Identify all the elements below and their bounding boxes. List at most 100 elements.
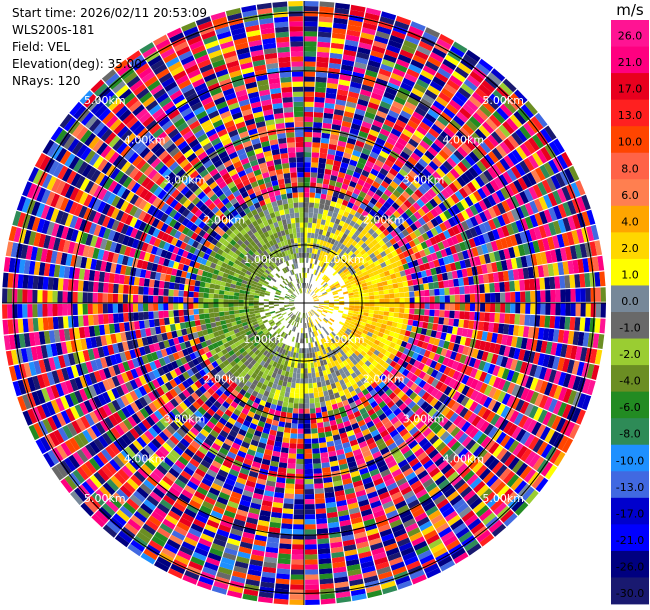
velocity-gate — [421, 154, 432, 165]
velocity-gate — [524, 451, 537, 465]
velocity-gate — [478, 125, 491, 138]
velocity-gate — [456, 269, 463, 278]
velocity-gate — [363, 245, 371, 253]
velocity-gate — [443, 229, 451, 239]
velocity-gate — [382, 285, 389, 291]
velocity-gate — [393, 420, 403, 429]
velocity-gate — [371, 333, 378, 340]
velocity-gate — [361, 186, 369, 194]
velocity-gate — [391, 262, 398, 269]
velocity-gate — [390, 230, 398, 238]
velocity-gate — [363, 143, 373, 151]
velocity-gate — [490, 293, 496, 303]
velocity-gate — [556, 234, 565, 248]
velocity-gate — [388, 288, 395, 294]
velocity-gate — [552, 356, 560, 370]
velocity-gate — [443, 486, 456, 498]
velocity-gate — [434, 475, 447, 486]
velocity-gate — [580, 303, 586, 317]
velocity-gate — [453, 164, 464, 176]
velocity-gate — [323, 317, 329, 322]
velocity-gate — [439, 310, 445, 318]
velocity-gate — [505, 236, 513, 248]
velocity-gate — [459, 241, 467, 251]
velocity-gate — [462, 123, 475, 136]
velocity-gate — [414, 308, 420, 315]
velocity-gate — [369, 346, 376, 353]
velocity-gate — [484, 312, 490, 322]
velocity-gate — [310, 167, 318, 173]
velocity-gate — [402, 406, 411, 415]
velocity-gate — [368, 272, 375, 278]
velocity-gate — [529, 314, 536, 327]
velocity-gate — [345, 248, 351, 255]
velocity-gate — [332, 290, 338, 294]
velocity-gate — [431, 378, 440, 388]
velocity-gate — [405, 173, 415, 183]
velocity-gate — [456, 212, 466, 223]
velocity-gate — [329, 52, 343, 60]
velocity-gate — [446, 398, 456, 409]
velocity-gate — [520, 448, 532, 462]
velocity-gate — [415, 433, 426, 444]
velocity-gate — [442, 448, 454, 460]
velocity-gate — [310, 172, 318, 178]
velocity-gate — [310, 232, 315, 239]
velocity-gate — [544, 277, 551, 290]
velocity-gate — [314, 96, 325, 103]
velocity-gate — [565, 289, 571, 302]
velocity-gate — [377, 314, 384, 320]
velocity-gate — [421, 414, 432, 424]
velocity-gate — [351, 240, 358, 247]
velocity-gate — [514, 193, 525, 206]
velocity-gate — [551, 415, 562, 430]
velocity-gate — [474, 380, 484, 392]
velocity-gate — [308, 217, 313, 223]
velocity-gate — [329, 232, 335, 239]
velocity-gate — [361, 258, 368, 265]
velocity-gate — [311, 253, 315, 259]
velocity-gate — [550, 342, 558, 356]
velocity-gate — [414, 346, 422, 354]
velocity-gate — [385, 275, 392, 281]
velocity-gate — [465, 439, 477, 451]
velocity-gate — [394, 63, 408, 73]
velocity-gate — [463, 319, 470, 329]
velocity-gate — [364, 296, 370, 300]
velocity-gate — [434, 215, 444, 225]
velocity-gate — [328, 243, 334, 250]
velocity-gate — [511, 384, 521, 397]
velocity-gate — [440, 111, 453, 123]
velocity-gate — [511, 426, 522, 440]
velocity-gate — [435, 153, 446, 164]
velocity-gate — [491, 332, 498, 343]
velocity-gate — [349, 159, 358, 167]
velocity-gate — [402, 146, 413, 156]
velocity-gate — [552, 329, 560, 343]
velocity-gate — [485, 516, 500, 530]
velocity-gate — [547, 355, 556, 369]
velocity-gate — [483, 253, 491, 264]
velocity-gate — [331, 331, 336, 337]
velocity-gate — [570, 288, 576, 302]
velocity-gate — [381, 96, 394, 105]
velocity-gate — [412, 278, 419, 286]
velocity-gate — [429, 236, 438, 246]
velocity-gate — [378, 257, 385, 264]
velocity-gate — [409, 331, 416, 339]
velocity-gate — [542, 411, 553, 426]
velocity-gate — [496, 505, 511, 520]
velocity-gate — [357, 225, 364, 233]
velocity-gate — [334, 229, 341, 236]
velocity-gate — [483, 423, 494, 436]
velocity-gate — [517, 107, 531, 122]
velocity-gate — [464, 398, 474, 410]
velocity-gate — [522, 326, 530, 338]
velocity-gate — [521, 486, 535, 501]
velocity-gate — [368, 328, 375, 334]
velocity-gate — [492, 389, 502, 401]
velocity-gate — [529, 391, 539, 405]
velocity-gate — [405, 342, 413, 350]
velocity-gate — [532, 352, 541, 365]
velocity-gate — [377, 331, 384, 338]
